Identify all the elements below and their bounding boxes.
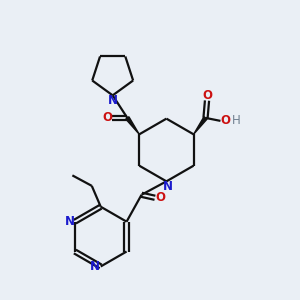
Polygon shape bbox=[194, 117, 207, 134]
Text: O: O bbox=[220, 114, 230, 128]
Polygon shape bbox=[126, 117, 139, 134]
Text: O: O bbox=[155, 191, 165, 204]
Text: N: N bbox=[90, 260, 100, 273]
Text: O: O bbox=[202, 89, 213, 102]
Text: N: N bbox=[163, 180, 173, 193]
Text: O: O bbox=[102, 111, 112, 124]
Text: N: N bbox=[64, 215, 74, 228]
Text: H: H bbox=[232, 114, 240, 128]
Text: N: N bbox=[108, 94, 118, 107]
